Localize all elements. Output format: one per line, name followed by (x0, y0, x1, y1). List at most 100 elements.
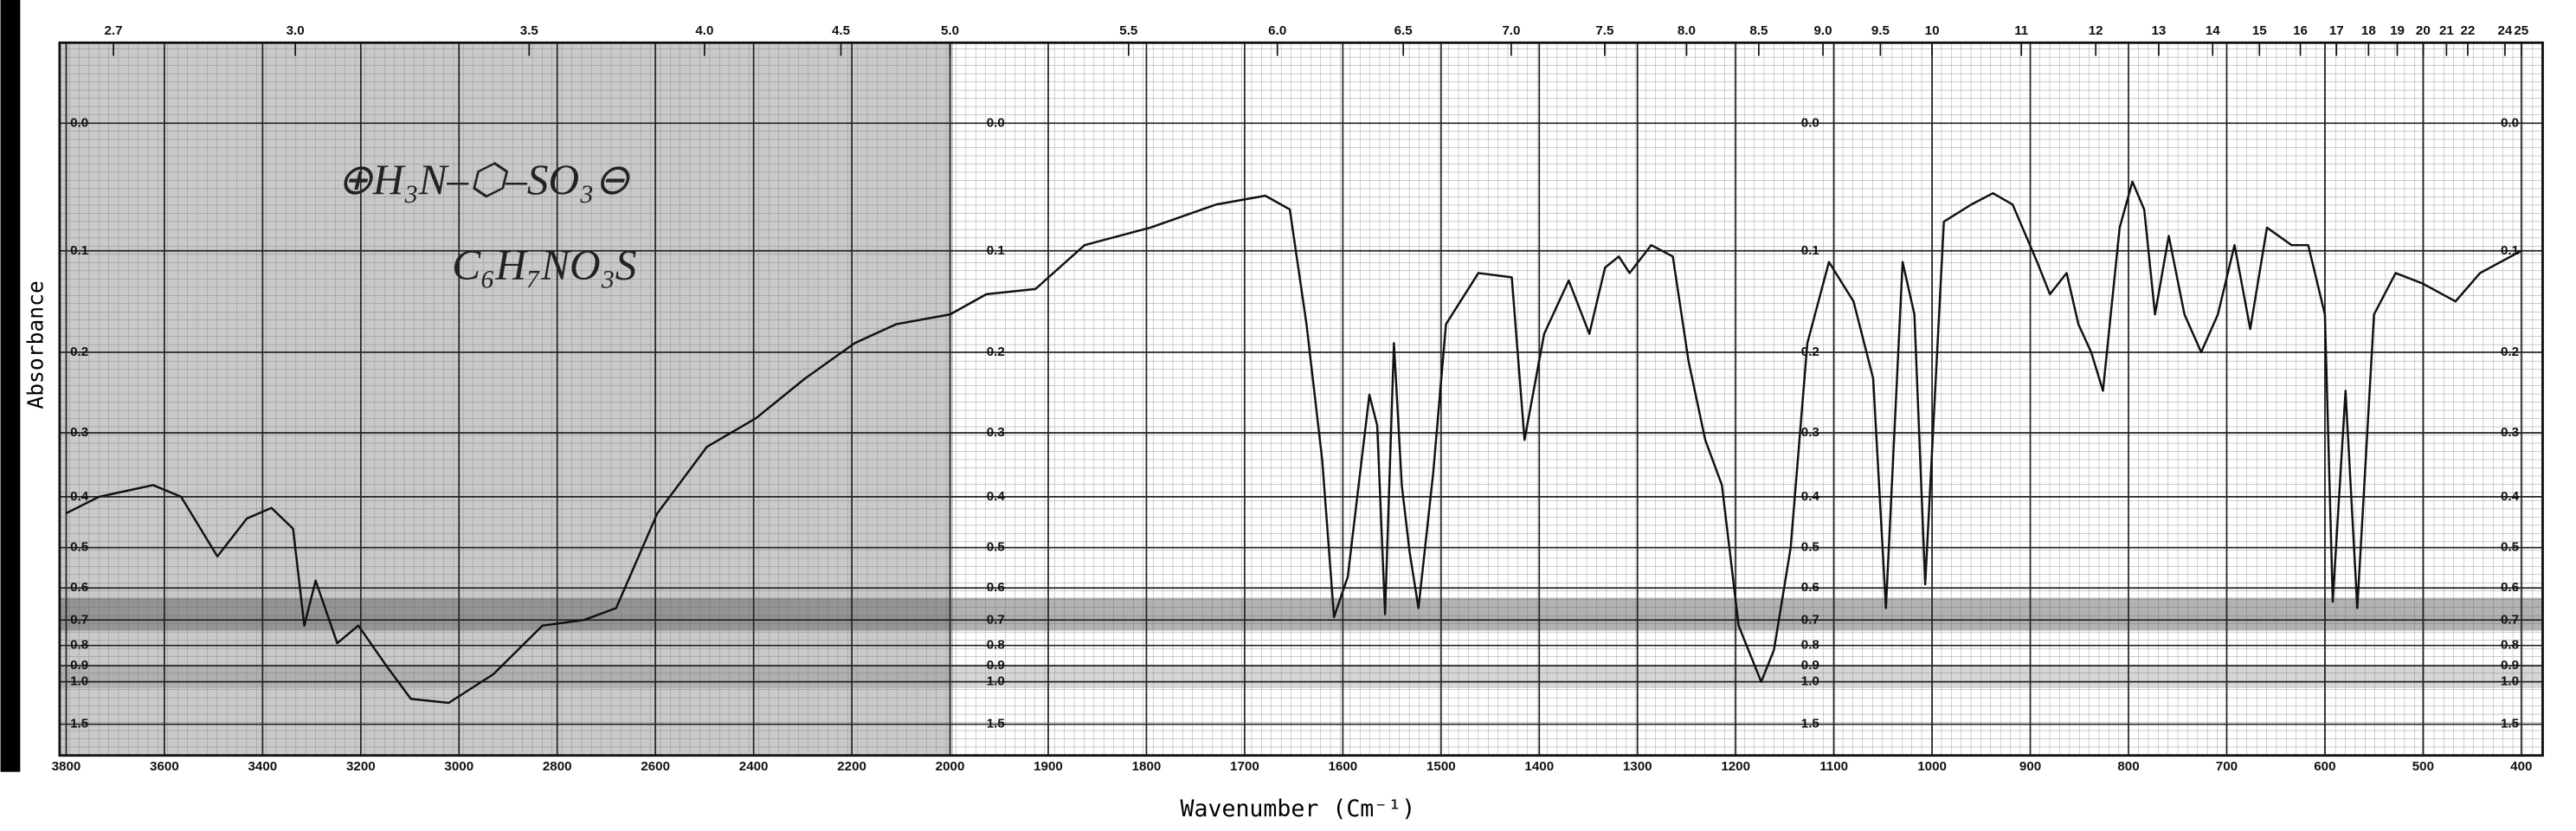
y-tick-label: 0.3 (1801, 425, 1819, 440)
y-tick-label: 0.4 (70, 489, 89, 504)
y-tick-label: 0.9 (1801, 658, 1819, 673)
x-tick-label: 3200 (346, 759, 376, 774)
x-tick-label: 1100 (1819, 759, 1848, 774)
x-tick-label: 2200 (837, 759, 866, 774)
y-tick-label: 0.2 (1801, 345, 1819, 359)
x2-tick-label: 20 (2416, 23, 2431, 38)
x2-tick-label: 7.0 (1502, 23, 1520, 38)
x-tick-label: 1300 (1623, 759, 1652, 774)
x2-tick-label: 4.5 (832, 23, 850, 38)
y-tick-label: 0.0 (1801, 115, 1819, 130)
y-tick-label: 0.2 (987, 345, 1005, 359)
grid: 3800 3600 3400 3200 3000 2800 2600 2400 2200 2000… (52, 23, 2543, 774)
x-tick-label: 600 (2314, 759, 2335, 774)
y-tick-label: 0.9 (70, 658, 88, 673)
y-tick-label: 1.0 (2501, 674, 2519, 689)
y-tick-label: 0.7 (70, 612, 88, 627)
x-tick-label: 2400 (739, 759, 769, 774)
x-tick-label: 500 (2412, 759, 2434, 774)
x-tick-label: 1200 (1721, 759, 1750, 774)
y-tick-label: 0.8 (2501, 638, 2519, 653)
y-tick-label: 0.8 (70, 638, 88, 653)
x2-tick-label: 9.5 (1871, 23, 1890, 38)
y-tick-label: 0.8 (1801, 638, 1819, 653)
x-tick-label: 2000 (936, 759, 965, 774)
x-tick-label: 1600 (1329, 759, 1358, 774)
y-tick-label: 0.6 (70, 580, 88, 595)
x2-tick-label: 10 (1925, 23, 1940, 38)
annotation: C₆H₇NO₃S (452, 242, 636, 289)
plot-frame (58, 41, 2544, 757)
x2-tick-label: 12 (2089, 23, 2103, 38)
x2-tick-label: 13 (2151, 23, 2166, 38)
y-tick-label: 0.6 (1801, 580, 1819, 595)
x2-tick-label: 9.0 (1813, 23, 1832, 38)
x2-tick-label: 21 (2439, 23, 2454, 38)
y-tick-label: 0.4 (987, 489, 1006, 504)
y-tick-label: 0.1 (1801, 243, 1819, 258)
y-tick-label: 0.3 (987, 425, 1005, 440)
y-tick-label: 0.2 (2501, 345, 2519, 359)
y-tick-label: 0.4 (1801, 489, 1820, 504)
x2-tick-label: 24 (2497, 23, 2512, 38)
y-tick-label: 0.8 (987, 638, 1005, 653)
y-tick-label: 0.5 (1801, 540, 1819, 555)
y-tick-label: 0.9 (987, 658, 1005, 673)
y-tick-label: 0.7 (1801, 612, 1819, 627)
y-tick-label: 0.0 (70, 115, 88, 130)
y-tick-label: 1.0 (1801, 674, 1819, 689)
x-tick-label: 3600 (150, 759, 179, 774)
x2-tick-label: 6.5 (1394, 23, 1413, 38)
x2-tick-label: 25 (2514, 23, 2528, 38)
y-tick-label: 0.5 (2501, 540, 2519, 555)
y-tick-label: 1.5 (987, 717, 1005, 731)
y-tick-label: 0.0 (987, 115, 1005, 130)
x2-tick-label: 17 (2329, 23, 2344, 38)
x2-tick-label: 16 (2293, 23, 2308, 38)
y-tick-label: 0.6 (2501, 580, 2519, 595)
y-tick-label: 0.1 (70, 243, 88, 258)
y-tick-label: 0.9 (2501, 658, 2519, 673)
y-tick-label: 0.0 (2501, 115, 2519, 130)
x-tick-label: 1400 (1524, 759, 1554, 774)
y-tick-label: 1.5 (2501, 717, 2519, 731)
y-tick-label: 0.5 (70, 540, 88, 555)
x-tick-label: 900 (2019, 759, 2041, 774)
x2-tick-label: 14 (2206, 23, 2220, 38)
x-tick-label: 2600 (641, 759, 670, 774)
x-tick-label: 3400 (248, 759, 278, 774)
x-tick-label: 1000 (1917, 759, 1947, 774)
y-tick-label: 0.1 (2501, 243, 2519, 258)
dark-band (59, 597, 2543, 631)
y-tick-label: 0.3 (70, 425, 88, 440)
x-axis-label: Wavenumber (Cm⁻¹) (1181, 796, 1416, 822)
x2-tick-label: 5.0 (941, 23, 959, 38)
x2-tick-label: 8.0 (1678, 23, 1696, 38)
x2-tick-label: 8.5 (1749, 23, 1768, 38)
scan-edge (0, 0, 21, 772)
x2-tick-label: 6.0 (1268, 23, 1286, 38)
x2-tick-label: 3.0 (287, 23, 305, 38)
spectrum-line (65, 180, 2522, 705)
x-tick-label: 400 (2510, 759, 2532, 774)
x2-tick-label: 3.5 (520, 23, 538, 38)
x2-tick-label: 7.5 (1595, 23, 1613, 38)
y-tick-label: 0.3 (2501, 425, 2519, 440)
y-tick-label: 0.4 (2501, 489, 2520, 504)
fine-grid (59, 42, 2543, 756)
x-tick-label: 1700 (1230, 759, 1259, 774)
x2-tick-label: 15 (2252, 23, 2267, 38)
x-tick-label: 700 (2216, 759, 2238, 774)
y-tick-label: 0.1 (987, 243, 1005, 258)
x2-tick-label: 11 (2014, 23, 2028, 38)
y-tick-label: 0.7 (987, 612, 1005, 627)
x2-tick-label: 2.7 (105, 23, 123, 38)
y-tick-label: 1.0 (987, 674, 1005, 689)
x2-tick-label: 22 (2461, 23, 2476, 38)
y-tick-label: 0.6 (987, 580, 1005, 595)
x-tick-label: 2800 (543, 759, 572, 774)
y-tick-label: 1.5 (1801, 717, 1819, 731)
x2-tick-label: 5.5 (1119, 23, 1137, 38)
